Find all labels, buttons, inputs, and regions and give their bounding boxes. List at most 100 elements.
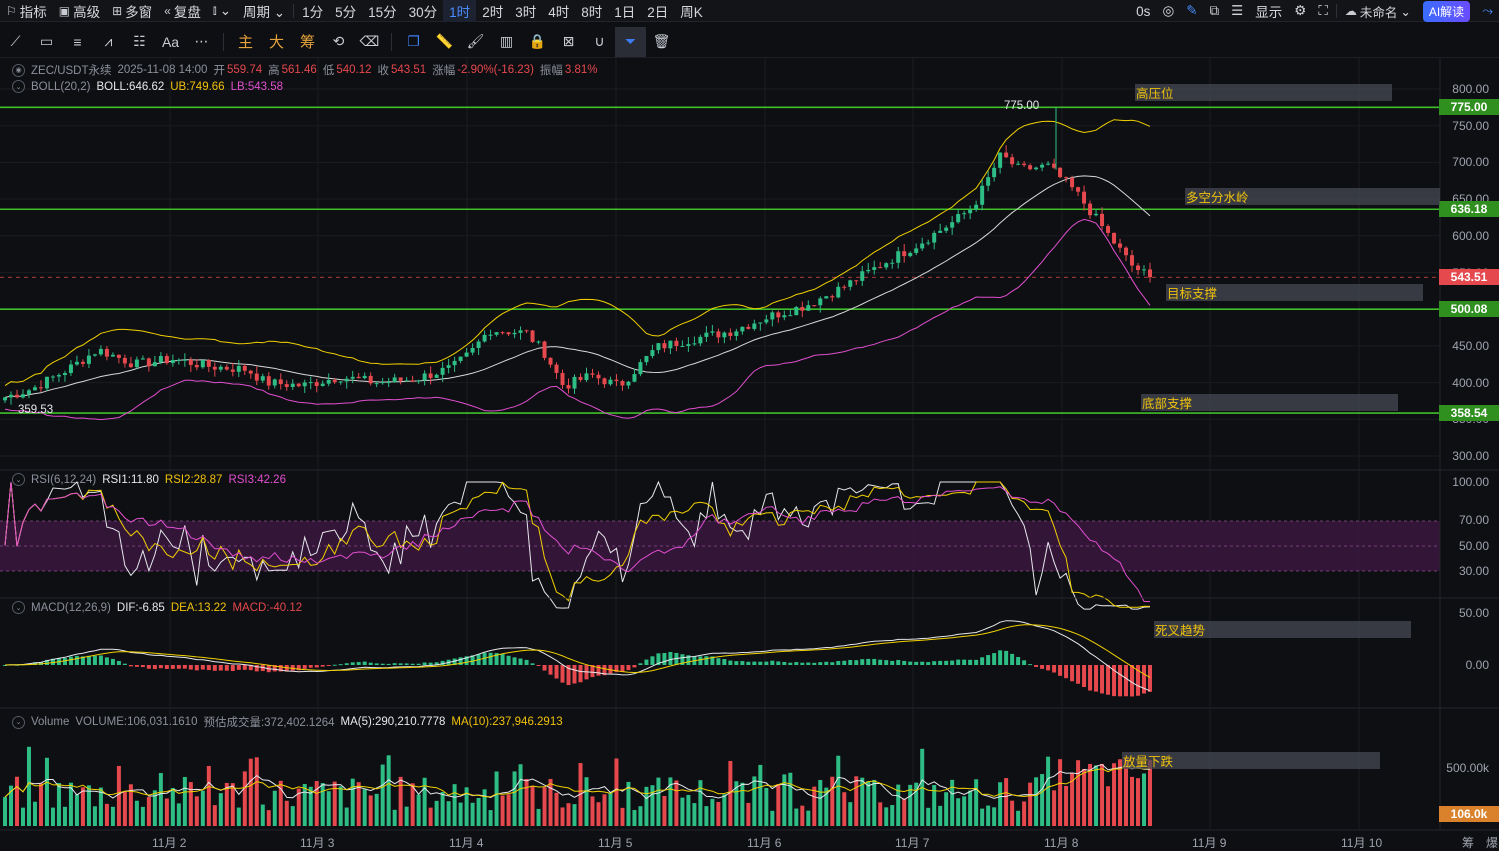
text-tool[interactable]: Aa bbox=[161, 33, 180, 50]
candle-body bbox=[218, 366, 223, 370]
annotation-target[interactable]: 目标支撑 bbox=[1166, 284, 1423, 301]
interval-tab[interactable]: 2时 bbox=[482, 4, 504, 20]
advanced-button[interactable]: ▣ 高级 bbox=[53, 0, 106, 22]
annotation-death-cross[interactable]: 死叉趋势 bbox=[1154, 621, 1411, 638]
kline-chart[interactable] bbox=[0, 58, 1499, 851]
volume-bar bbox=[992, 807, 997, 826]
fullscreen-icon[interactable]: ⛶ bbox=[1318, 3, 1328, 18]
interval-tab[interactable]: 15分 bbox=[368, 4, 397, 20]
indicators-button[interactable]: ⚐ 指标 bbox=[0, 0, 53, 22]
price-axis-label: 400.00 bbox=[1452, 375, 1489, 390]
brush-icon[interactable]: 🖌 bbox=[466, 33, 485, 49]
volume-bar bbox=[1106, 786, 1111, 826]
macd-bar bbox=[386, 663, 391, 665]
ruler-icon[interactable]: 📏 bbox=[435, 33, 454, 49]
bars-icon[interactable]: ▥ bbox=[499, 33, 514, 49]
advanced-label: 高级 bbox=[73, 4, 101, 20]
parallel-lines-icon[interactable]: ≡ bbox=[73, 33, 82, 50]
macd-bar bbox=[596, 665, 601, 676]
volume-bar bbox=[482, 789, 487, 826]
annotation-bottom[interactable]: 底部支撑 bbox=[1141, 394, 1398, 411]
macd-bar bbox=[1064, 665, 1069, 679]
interval-tab[interactable]: 3时 bbox=[515, 4, 537, 20]
chips-toggle[interactable]: 筹 bbox=[1462, 836, 1475, 850]
volume-bar bbox=[68, 782, 73, 826]
volume-bar bbox=[902, 798, 907, 826]
trend-line-icon[interactable]: ⟋ bbox=[10, 33, 21, 49]
chart-edit-icon[interactable]: ⊠ bbox=[562, 33, 575, 49]
volume-ma10: MA(10):237,946.2913 bbox=[451, 716, 563, 728]
volume-bar bbox=[698, 780, 703, 826]
annotation-pivot[interactable]: 多空分水岭 bbox=[1185, 188, 1440, 205]
wave-icon[interactable]: ⩘ bbox=[104, 33, 113, 49]
volume-bar bbox=[914, 782, 919, 826]
candle-body bbox=[884, 263, 889, 268]
chips-button[interactable]: 筹 bbox=[299, 34, 315, 51]
collapse-icon[interactable]: ⌄ bbox=[12, 601, 25, 614]
volume-bar bbox=[908, 784, 913, 826]
big-order-button[interactable]: 大 bbox=[268, 34, 284, 51]
macd-bar bbox=[944, 660, 949, 665]
annotation-resistance[interactable]: 高压位 bbox=[1135, 84, 1392, 101]
auto-draw-icon[interactable]: ⟲ bbox=[332, 33, 345, 49]
rectangle-icon[interactable]: ▭ bbox=[39, 33, 54, 49]
list-icon[interactable]: ☰ bbox=[1231, 3, 1244, 18]
candle-body bbox=[938, 230, 943, 233]
pen-icon[interactable]: ✎ bbox=[1186, 3, 1198, 18]
open-value: 559.74 bbox=[226, 64, 263, 76]
interval-tab[interactable]: 8时 bbox=[581, 4, 603, 20]
period-button[interactable]: 周期 ⌄ bbox=[237, 0, 291, 22]
camera-icon[interactable]: ◎ bbox=[1162, 3, 1175, 18]
volume-bar bbox=[212, 805, 217, 826]
collapse-icon[interactable]: ⌄ bbox=[12, 715, 25, 729]
candle-body bbox=[848, 280, 853, 287]
replay-button[interactable]: «复盘 bbox=[158, 0, 207, 22]
magnet-icon[interactable]: ∪ bbox=[594, 33, 605, 49]
macd-bar bbox=[404, 663, 409, 665]
main-force-button[interactable]: 主 bbox=[237, 34, 253, 51]
collapse-icon[interactable]: ⌄ bbox=[12, 80, 25, 93]
volume-bar bbox=[374, 793, 379, 826]
annotation-volume-drop[interactable]: 放量下跌 bbox=[1122, 752, 1380, 769]
popout-icon[interactable]: ⧉ bbox=[1209, 3, 1220, 18]
interval-tab[interactable]: 5分 bbox=[335, 4, 357, 20]
rsi-axis-label: 100.00 bbox=[1452, 475, 1489, 489]
macd-name: MACD(12,26,9) bbox=[31, 601, 111, 614]
time-axis-label: 11月 10 bbox=[1341, 836, 1383, 850]
eye-icon[interactable]: ◉ bbox=[12, 63, 25, 77]
collapse-icon[interactable]: ⌄ bbox=[12, 473, 25, 486]
copy-icon[interactable]: ❐ bbox=[407, 33, 420, 49]
dea-value: DEA:13.22 bbox=[170, 601, 227, 614]
macd-bar bbox=[434, 662, 439, 665]
macd-bar bbox=[698, 656, 703, 665]
macd-bar bbox=[560, 665, 565, 683]
trash-icon[interactable]: 🗑 bbox=[652, 33, 671, 49]
candle-body bbox=[230, 369, 235, 372]
settings-icon[interactable]: ⚙ bbox=[1294, 3, 1307, 18]
fibonacci-icon[interactable]: ☷ bbox=[133, 33, 146, 49]
macd-bar bbox=[500, 654, 505, 665]
volume-bar bbox=[668, 777, 673, 826]
interval-tab[interactable]: 4时 bbox=[548, 4, 570, 20]
more-icon[interactable]: ⋯ bbox=[194, 33, 209, 49]
interval-tab[interactable]: 2日 bbox=[647, 4, 669, 20]
interval-tab[interactable]: 1时 bbox=[443, 0, 477, 22]
liquidation-toggle[interactable]: 爆 bbox=[1486, 836, 1499, 850]
layout-select[interactable]: ☁ 未命名 ⌄ bbox=[1339, 0, 1417, 22]
volume-bar bbox=[812, 786, 817, 826]
rsi-legend: ⌄ RSI(6,12,24) RSI1:11.80 RSI2:28.87 RSI… bbox=[12, 473, 292, 486]
chart-type-button[interactable]: ⫾ ⌄ bbox=[207, 0, 237, 22]
interval-tab[interactable]: 1日 bbox=[614, 4, 636, 20]
lock-icon[interactable]: 🔒 bbox=[528, 33, 547, 49]
filter-icon[interactable]: ⏷ bbox=[615, 26, 646, 57]
display-button[interactable]: 显示 bbox=[1255, 5, 1283, 20]
macd-lines bbox=[4, 620, 1151, 692]
interval-tab[interactable]: 30分 bbox=[408, 4, 438, 20]
multi-window-button[interactable]: ⊞ 多窗 bbox=[106, 0, 158, 22]
macd-bar bbox=[506, 655, 511, 665]
share-icon[interactable]: ⤳ bbox=[1482, 3, 1493, 18]
interval-tab[interactable]: 周K bbox=[680, 4, 703, 20]
erase-drawing-icon[interactable]: ⌫ bbox=[359, 33, 380, 49]
interval-tab[interactable]: 1分 bbox=[302, 4, 324, 20]
ai-analysis-button[interactable]: AI解读 bbox=[1422, 0, 1471, 22]
